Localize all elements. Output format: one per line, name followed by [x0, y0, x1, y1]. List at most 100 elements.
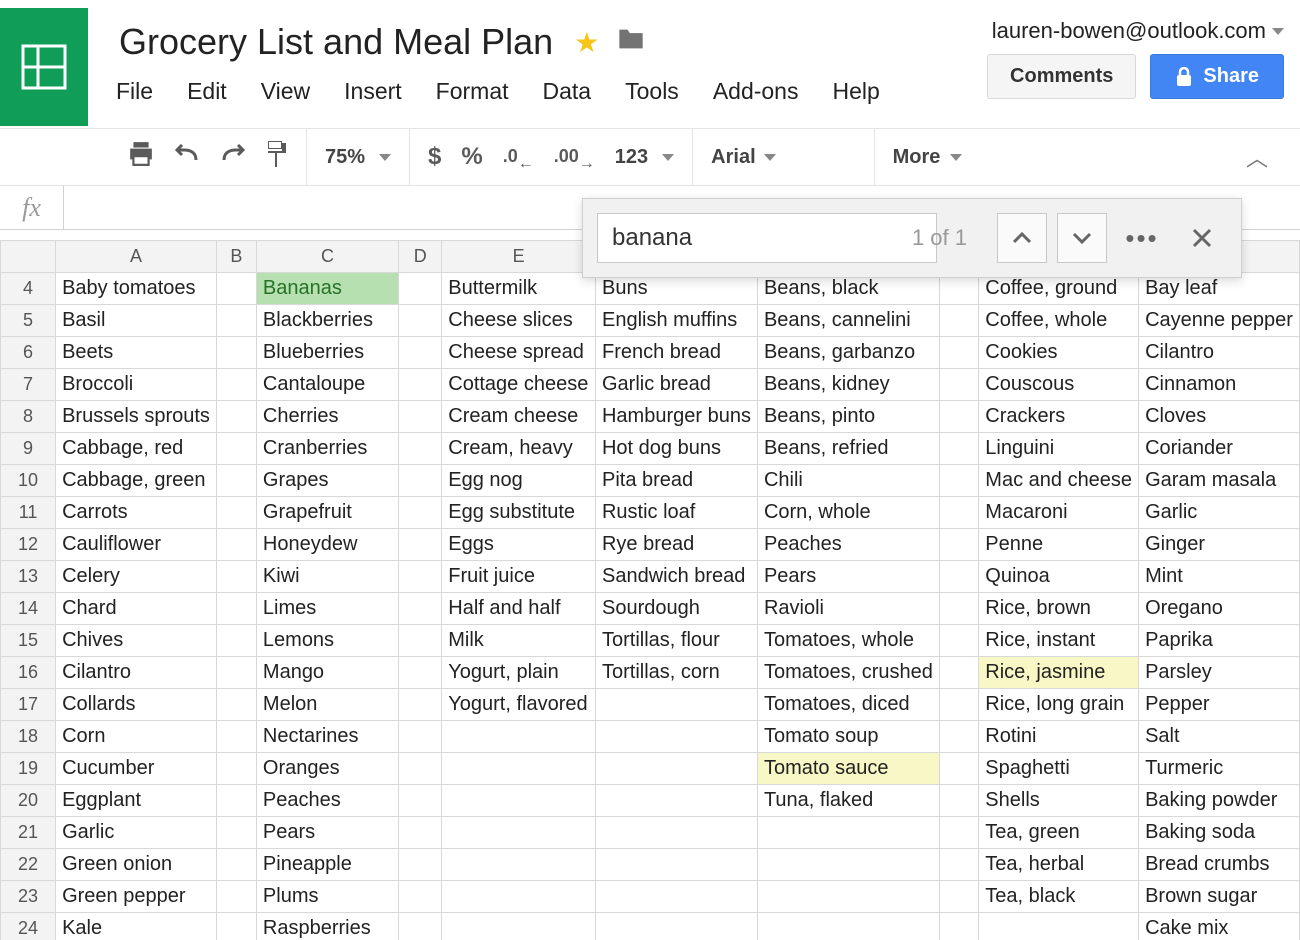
cell[interactable]	[399, 529, 442, 561]
cell[interactable]	[595, 817, 757, 849]
cell[interactable]	[757, 881, 939, 913]
cell[interactable]	[216, 785, 256, 817]
cell[interactable]	[595, 753, 757, 785]
menu-format[interactable]: Format	[436, 78, 509, 105]
cell[interactable]: Tuna, flaked	[757, 785, 939, 817]
cell[interactable]	[216, 529, 256, 561]
menu-file[interactable]: File	[116, 78, 153, 105]
menu-insert[interactable]: Insert	[344, 78, 402, 105]
cell[interactable]: Beans, kidney	[757, 369, 939, 401]
cell[interactable]	[399, 849, 442, 881]
cell[interactable]	[939, 497, 978, 529]
menu-help[interactable]: Help	[832, 78, 879, 105]
cell[interactable]: Lemons	[256, 625, 398, 657]
cell[interactable]: Pepper	[1139, 689, 1300, 721]
row-header[interactable]: 23	[1, 881, 56, 913]
cell[interactable]: Nectarines	[256, 721, 398, 753]
user-email[interactable]: lauren-bowen@outlook.com	[992, 18, 1284, 44]
cell[interactable]	[399, 369, 442, 401]
cell[interactable]: Corn	[56, 721, 217, 753]
cell[interactable]	[399, 305, 442, 337]
cell[interactable]	[399, 497, 442, 529]
cell[interactable]: Mac and cheese	[979, 465, 1139, 497]
cell[interactable]: Brussels sprouts	[56, 401, 217, 433]
cell[interactable]	[216, 273, 256, 305]
more-button[interactable]: More	[893, 146, 963, 169]
cell[interactable]	[939, 433, 978, 465]
cell[interactable]: Grapes	[256, 465, 398, 497]
cell[interactable]	[399, 753, 442, 785]
cell[interactable]: Blackberries	[256, 305, 398, 337]
cell[interactable]: Kale	[56, 913, 217, 940]
cell[interactable]	[399, 625, 442, 657]
cell[interactable]	[399, 337, 442, 369]
folder-icon[interactable]	[617, 26, 645, 58]
cell[interactable]	[939, 849, 978, 881]
cell[interactable]: Baby tomatoes	[56, 273, 217, 305]
cell[interactable]: Tea, herbal	[979, 849, 1139, 881]
cell[interactable]: Chili	[757, 465, 939, 497]
cell[interactable]: Tomatoes, diced	[757, 689, 939, 721]
cell[interactable]: Honeydew	[256, 529, 398, 561]
undo-icon[interactable]	[174, 143, 200, 171]
cell[interactable]	[939, 529, 978, 561]
cell[interactable]: Rice, instant	[979, 625, 1139, 657]
cell[interactable]	[399, 881, 442, 913]
cell[interactable]: Garam masala	[1139, 465, 1300, 497]
doc-title[interactable]: Grocery List and Meal Plan	[116, 20, 556, 64]
cell[interactable]: Rice, jasmine	[979, 657, 1139, 689]
cell[interactable]: Garlic	[1139, 497, 1300, 529]
cell[interactable]: Beans, cannelini	[757, 305, 939, 337]
spreadsheet-grid[interactable]: A B C D E 4Baby tomatoesBananasButtermil…	[0, 240, 1300, 940]
cell[interactable]: Basil	[56, 305, 217, 337]
cell[interactable]: Corn, whole	[757, 497, 939, 529]
cell[interactable]	[939, 753, 978, 785]
cell[interactable]	[939, 401, 978, 433]
cell[interactable]	[939, 625, 978, 657]
cell[interactable]	[216, 657, 256, 689]
cell[interactable]: Couscous	[979, 369, 1139, 401]
cell[interactable]: Tortillas, flour	[595, 625, 757, 657]
row-header[interactable]: 18	[1, 721, 56, 753]
collapse-toolbar-icon[interactable]: ︿	[1228, 141, 1286, 173]
cell[interactable]: Collards	[56, 689, 217, 721]
cell[interactable]: Ravioli	[757, 593, 939, 625]
cell[interactable]: Beans, garbanzo	[757, 337, 939, 369]
cell[interactable]: Pears	[757, 561, 939, 593]
cell[interactable]: Green onion	[56, 849, 217, 881]
cell[interactable]	[216, 369, 256, 401]
zoom-select[interactable]: 75%	[325, 146, 391, 169]
cell[interactable]: Raspberries	[256, 913, 398, 940]
cell[interactable]: Pears	[256, 817, 398, 849]
select-all-corner[interactable]	[1, 241, 56, 273]
cell[interactable]: Limes	[256, 593, 398, 625]
cell[interactable]	[399, 689, 442, 721]
row-header[interactable]: 14	[1, 593, 56, 625]
cell[interactable]	[442, 817, 596, 849]
cell[interactable]	[595, 913, 757, 940]
cell[interactable]	[939, 337, 978, 369]
row-header[interactable]: 9	[1, 433, 56, 465]
row-header[interactable]: 19	[1, 753, 56, 785]
cell[interactable]	[939, 593, 978, 625]
row-header[interactable]: 22	[1, 849, 56, 881]
cell[interactable]: Garlic	[56, 817, 217, 849]
cell[interactable]	[399, 657, 442, 689]
cell[interactable]	[595, 785, 757, 817]
cell[interactable]: Coffee, whole	[979, 305, 1139, 337]
cell[interactable]: Beans, refried	[757, 433, 939, 465]
cell[interactable]	[442, 721, 596, 753]
cell[interactable]: Fruit juice	[442, 561, 596, 593]
cell[interactable]: Sourdough	[595, 593, 757, 625]
cell[interactable]	[442, 753, 596, 785]
star-icon[interactable]: ★	[574, 26, 599, 59]
cell[interactable]: Penne	[979, 529, 1139, 561]
row-header[interactable]: 6	[1, 337, 56, 369]
cell[interactable]: Beans, pinto	[757, 401, 939, 433]
cell[interactable]: Oranges	[256, 753, 398, 785]
cell[interactable]: Bananas	[256, 273, 398, 305]
cell[interactable]: Chard	[56, 593, 217, 625]
cell[interactable]	[939, 369, 978, 401]
cell[interactable]	[939, 785, 978, 817]
cell[interactable]	[757, 913, 939, 940]
